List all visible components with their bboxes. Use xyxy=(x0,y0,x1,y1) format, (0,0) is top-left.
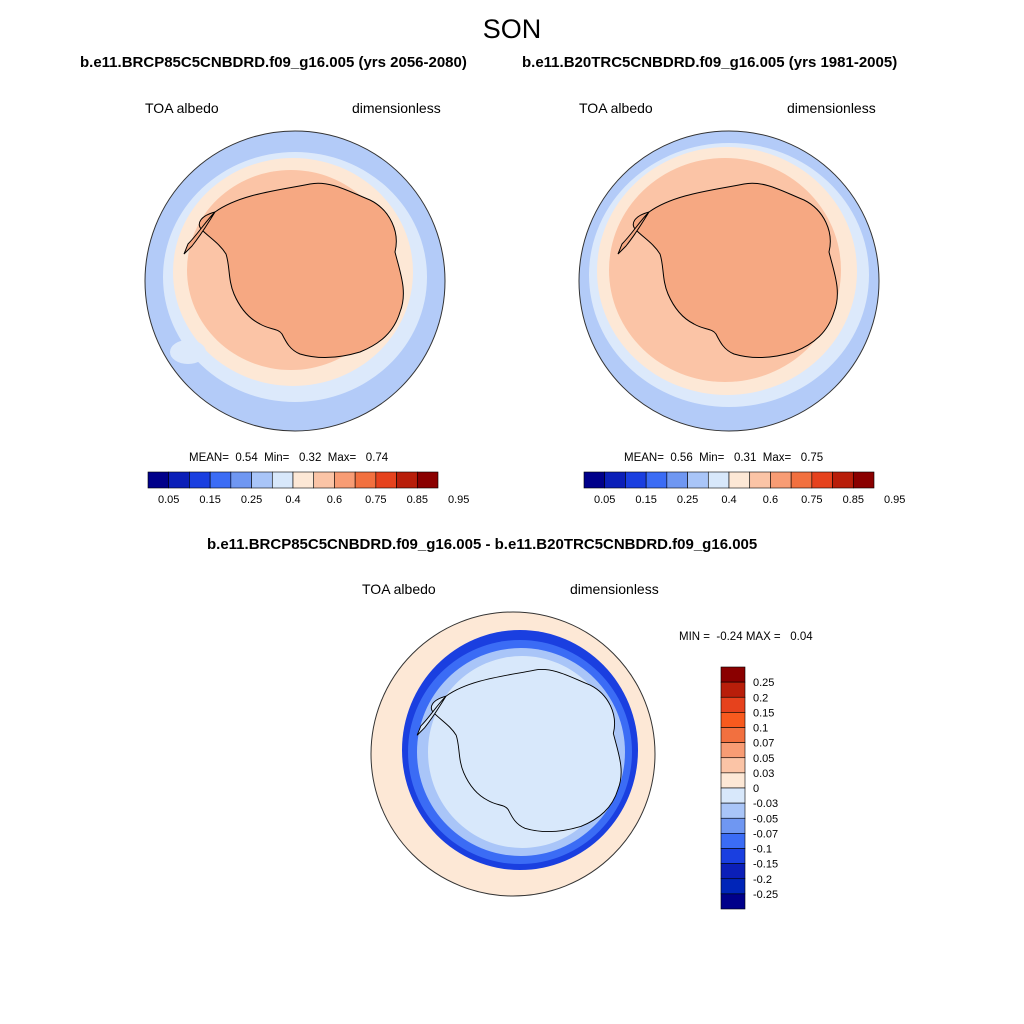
colorbar-difference-tick-label: -0.03 xyxy=(753,798,778,810)
colorbar-future-swatch xyxy=(209,471,232,489)
colorbar-historical-swatch xyxy=(583,471,606,489)
panel-difference-units: dimensionless xyxy=(570,581,659,597)
colorbar-future-swatch xyxy=(271,471,294,489)
colorbar-historical-swatch xyxy=(687,471,709,489)
colorbar-difference-tick-label: 0 xyxy=(753,783,759,795)
colorbar-difference-swatch xyxy=(720,878,746,895)
colorbar-historical-swatch xyxy=(604,471,626,489)
colorbar-difference-swatch xyxy=(720,833,746,849)
colorbar-historical-swatch xyxy=(852,471,875,489)
colorbar-difference-tick-label: 0.03 xyxy=(753,768,774,780)
colorbar-difference-tick-label: -0.25 xyxy=(753,889,778,901)
colorbar-historical-swatch xyxy=(625,471,647,489)
colorbar-future: 0.05 0.15 0.25 0.4 0.6 0.75 0.85 0.95 xyxy=(147,471,469,506)
colorbar-difference-swatch xyxy=(720,893,746,910)
colorbar-historical-tick-label: 0.25 xyxy=(677,494,698,506)
panel-future-run-title: b.e11.BRCP85C5CNBDRD.f09_g16.005 (yrs 20… xyxy=(80,54,467,71)
colorbar-difference-swatch xyxy=(720,742,746,759)
colorbar-difference-swatch xyxy=(720,863,746,880)
colorbar-difference-swatch xyxy=(720,772,746,789)
colorbar-future-tick-label: 0.85 xyxy=(407,494,428,506)
colorbar-difference-swatch xyxy=(720,696,746,713)
colorbar-historical: 0.05 0.15 0.25 0.4 0.6 0.75 0.85 0.95 xyxy=(583,471,905,506)
colorbar-difference-swatch xyxy=(720,712,746,728)
colorbar-difference-swatch xyxy=(720,757,746,774)
colorbar-difference-swatch xyxy=(720,817,746,834)
colorbar-difference-tick-label: -0.1 xyxy=(753,844,772,856)
colorbar-historical-swatch xyxy=(832,471,854,489)
panel-future-variable: TOA albedo xyxy=(145,100,219,116)
panel-future-stats: MEAN= 0.54 Min= 0.32 Max= 0.74 xyxy=(189,452,389,464)
map-future-albedo xyxy=(144,130,446,432)
colorbar-historical-swatch xyxy=(728,471,751,489)
panel-historical-units: dimensionless xyxy=(787,100,876,116)
colorbar-future-swatch xyxy=(251,471,273,489)
colorbar-historical-tick-label: 0.75 xyxy=(801,494,822,506)
map-difference xyxy=(370,611,656,897)
panel-future-units: dimensionless xyxy=(352,100,441,116)
colorbar-difference-tick-label: -0.07 xyxy=(753,828,778,840)
colorbar-future-tick-label: 0.95 xyxy=(448,494,469,506)
map-historical-albedo xyxy=(578,130,880,432)
colorbar-difference-swatch xyxy=(720,666,746,683)
colorbar-historical-tick-label: 0.95 xyxy=(884,494,905,506)
colorbar-difference-tick-label: 0.15 xyxy=(753,707,774,719)
colorbar-future-swatch xyxy=(147,471,170,489)
colorbar-future-swatch xyxy=(354,471,377,489)
colorbar-future-swatch xyxy=(375,471,397,489)
colorbar-historical-swatch xyxy=(811,471,833,489)
colorbar-future-swatch xyxy=(396,471,418,489)
colorbar-future-swatch xyxy=(416,471,439,489)
colorbar-future-swatch xyxy=(168,471,190,489)
colorbar-historical-swatch xyxy=(707,471,730,489)
colorbar-future-swatch xyxy=(292,471,315,489)
colorbar-difference: 0.25 0.2 0.15 0.1 0.07 0.05 0.03 0 -0.03 -0.05 -0.… xyxy=(720,666,778,910)
colorbar-difference-tick-label: 0.07 xyxy=(753,738,774,750)
panel-historical-stats: MEAN= 0.56 Min= 0.31 Max= 0.75 xyxy=(624,452,824,464)
colorbar-future-tick-label: 0.05 xyxy=(158,494,179,506)
colorbar-difference-swatch xyxy=(720,802,746,819)
colorbar-difference-swatch xyxy=(720,848,746,864)
colorbar-future-swatch xyxy=(334,471,356,489)
figure-title: SON xyxy=(482,14,542,44)
colorbar-difference-tick-label: -0.05 xyxy=(753,813,778,825)
colorbar-future-tick-label: 0.15 xyxy=(199,494,220,506)
colorbar-difference-tick-label: -0.15 xyxy=(753,859,778,871)
colorbar-historical-swatch xyxy=(770,471,792,489)
colorbar-difference-tick-label: 0.2 xyxy=(753,692,768,704)
colorbar-difference-swatch xyxy=(720,681,746,698)
panel-difference-run-title: b.e11.BRCP85C5CNBDRD.f09_g16.005 - b.e11… xyxy=(207,536,758,553)
colorbar-future-tick-label: 0.6 xyxy=(327,494,342,506)
colorbar-future-tick-label: 0.75 xyxy=(365,494,386,506)
colorbar-difference-swatch xyxy=(720,787,746,804)
colorbar-historical-tick-label: 0.6 xyxy=(763,494,778,506)
colorbar-historical-swatch xyxy=(749,471,771,489)
colorbar-historical-swatch xyxy=(645,471,668,489)
colorbar-future-swatch xyxy=(313,471,335,489)
colorbar-historical-tick-label: 0.4 xyxy=(721,494,736,506)
colorbar-future-swatch xyxy=(230,471,252,489)
colorbar-difference-tick-label: 0.05 xyxy=(753,753,774,765)
colorbar-difference-swatch xyxy=(720,727,746,743)
colorbar-historical-tick-label: 0.05 xyxy=(594,494,615,506)
colorbar-future-tick-label: 0.25 xyxy=(241,494,262,506)
colorbar-future-swatch xyxy=(189,471,211,489)
colorbar-historical-tick-label: 0.15 xyxy=(635,494,656,506)
colorbar-historical-swatch xyxy=(666,471,688,489)
colorbar-historical-swatch xyxy=(790,471,813,489)
colorbar-difference-tick-label: -0.2 xyxy=(753,874,772,886)
panel-historical-run-title: b.e11.B20TRC5CNBDRD.f09_g16.005 (yrs 198… xyxy=(522,54,898,71)
panel-difference-variable: TOA albedo xyxy=(362,581,436,597)
colorbar-future-tick-label: 0.4 xyxy=(285,494,300,506)
panel-historical-variable: TOA albedo xyxy=(579,100,653,116)
colorbar-difference-tick-label: 0.25 xyxy=(753,677,774,689)
panel-difference-stats: MIN = -0.24 MAX = 0.04 xyxy=(679,631,813,643)
colorbar-historical-tick-label: 0.85 xyxy=(843,494,864,506)
colorbar-difference-tick-label: 0.1 xyxy=(753,723,768,735)
